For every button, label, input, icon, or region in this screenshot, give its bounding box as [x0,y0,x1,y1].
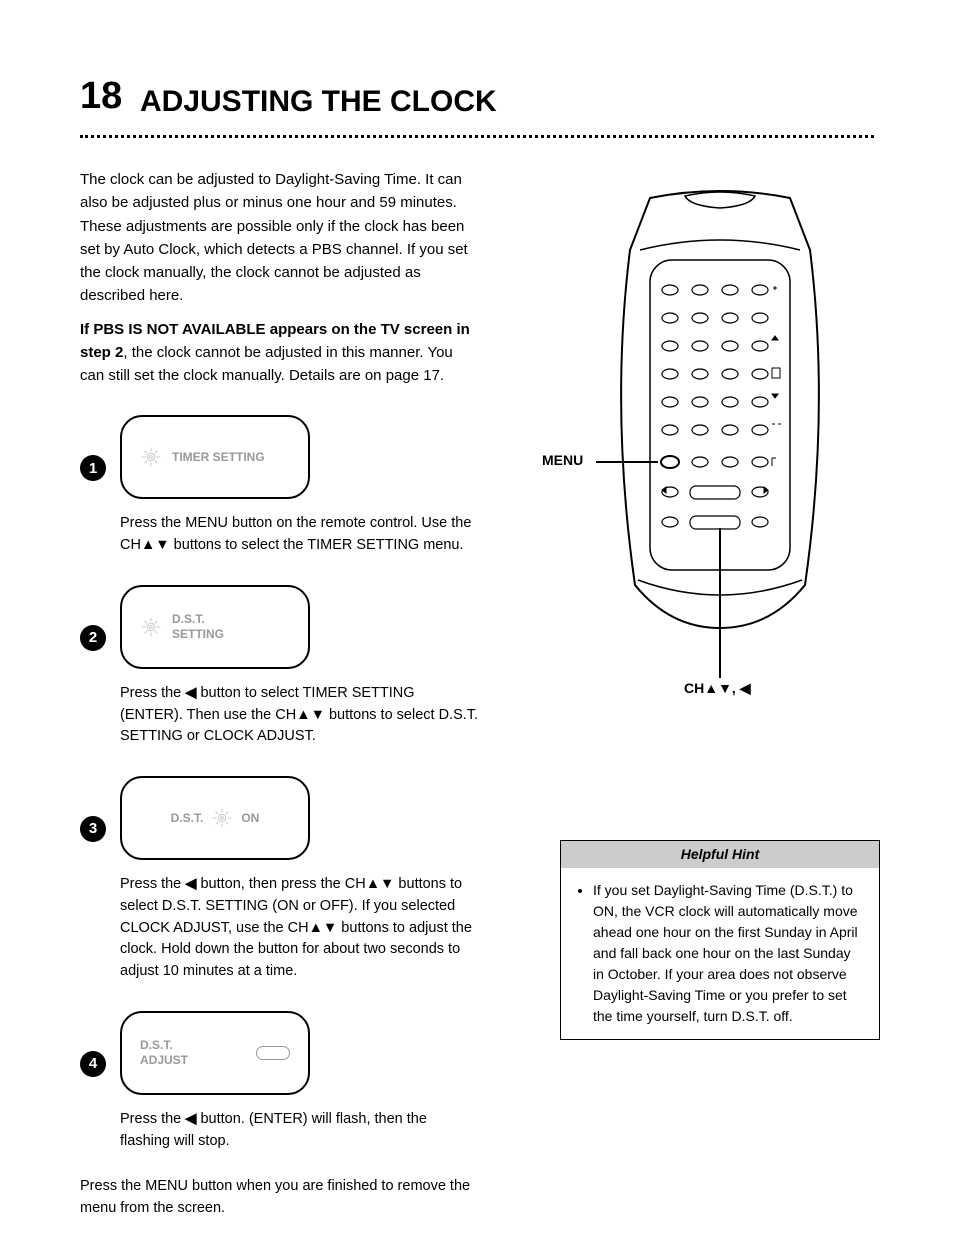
intro-paragraph: The clock can be adjusted to Daylight-Sa… [80,168,480,308]
step-number-1: 1 [80,455,106,481]
callout-label-menu: MENU [542,452,583,468]
gear-icon [140,616,162,638]
remote-illustration: MENU CH▲▼, ◀ [590,190,850,680]
display-box-2: D.S.T. SETTING [120,585,310,669]
display-box-4: D.S.T.ADJUST [120,1011,310,1095]
page-number: 18 [80,75,122,118]
display-box-3: D.S.T. ON [120,776,310,860]
display-text-1: TIMER SETTING [172,450,265,465]
pill-icon [256,1046,290,1060]
gear-icon [140,446,162,468]
step-number-2: 2 [80,625,106,651]
callout-label-ch: CH▲▼, ◀ [684,680,750,697]
step-4: 4 D.S.T.ADJUST Press the ◀ button. (ENTE… [80,1011,480,1153]
step-1-text: Press the MENU button on the remote cont… [120,513,480,557]
page-title: ADJUSTING THE CLOCK [140,85,497,119]
step-4-text: Press the ◀ button. (ENTER) will flash, … [120,1109,480,1153]
left-column: The clock can be adjusted to Daylight-Sa… [80,168,480,1220]
display-box-1: TIMER SETTING [120,415,310,499]
step-1: 1 TIMER SETTING Press the MENU button on… [80,415,480,557]
display-text-3b: ON [241,811,259,826]
hint-item: If you set Daylight-Saving Time (D.S.T.)… [593,880,865,1027]
helpful-hint-box: Helpful Hint If you set Daylight-Saving … [560,840,880,1040]
hint-body: If you set Daylight-Saving Time (D.S.T.)… [561,868,879,1039]
display-text-4: D.S.T.ADJUST [140,1038,188,1068]
callout-line-ch [719,528,721,678]
gear-icon [211,807,233,829]
hint-header: Helpful Hint [561,841,879,868]
display-text-2: D.S.T. SETTING [172,612,224,642]
step-3: 3 D.S.T. ON Press the ◀ button, then pre… [80,776,480,983]
step-number-4: 4 [80,1051,106,1077]
step-2: 2 D.S.T. SETTING Press the ◀ button to s… [80,585,480,748]
final-note: Press the MENU button when you are finis… [80,1176,480,1220]
step-3-text: Press the ◀ button, then press the CH▲▼ … [120,874,480,983]
intro-note-rest: , the clock cannot be adjusted in this m… [80,344,453,384]
step-2-text: Press the ◀ button to select TIMER SETTI… [120,683,480,748]
callout-line-menu [596,461,658,463]
intro-note: If PBS IS NOT AVAILABLE appears on the T… [80,318,480,388]
display-text-3a: D.S.T. [171,811,204,826]
dotted-divider [80,135,874,138]
step-number-3: 3 [80,816,106,842]
